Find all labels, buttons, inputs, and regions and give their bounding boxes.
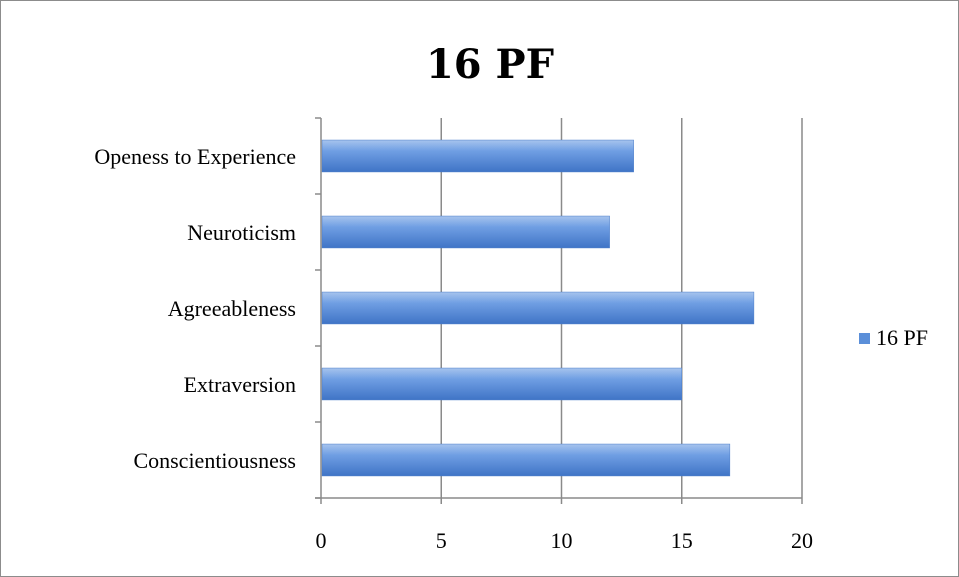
legend: 16 PF xyxy=(859,325,928,350)
bar-openess-to-experience xyxy=(321,139,634,173)
x-tick-label: 5 xyxy=(436,528,447,553)
category-label: Neuroticism xyxy=(187,220,296,245)
bar-conscientiousness xyxy=(321,443,731,477)
legend-swatch xyxy=(859,333,870,344)
category-label: Agreeableness xyxy=(168,296,296,321)
bar-agreeableness xyxy=(321,291,755,325)
category-label: Extraversion xyxy=(184,372,296,397)
legend-label: 16 PF xyxy=(876,325,928,350)
chart-title: 16 PF xyxy=(426,41,554,88)
bar-extraversion xyxy=(321,367,682,401)
x-tick-label: 10 xyxy=(551,528,573,553)
bar-neuroticism xyxy=(321,215,610,249)
x-tick-label: 15 xyxy=(671,528,693,553)
x-tick-label: 20 xyxy=(791,528,813,553)
category-label: Conscientiousness xyxy=(133,448,296,473)
category-label: Openess to Experience xyxy=(94,144,296,169)
x-tick-label: 0 xyxy=(316,528,327,553)
